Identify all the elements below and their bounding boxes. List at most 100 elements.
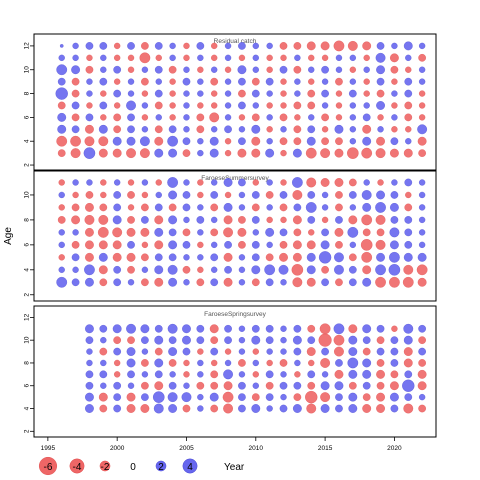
- residual-bubble: [154, 335, 164, 345]
- x-tick-label: 2010: [249, 445, 264, 452]
- residual-bubble: [183, 179, 190, 186]
- residual-bubble: [391, 114, 398, 121]
- residual-bubble: [99, 404, 108, 413]
- residual-bubble: [417, 369, 427, 379]
- x-tick-label: 1995: [41, 445, 56, 452]
- residual-bubble: [334, 178, 344, 187]
- residual-bubble: [307, 370, 316, 379]
- residual-bubble: [183, 66, 190, 73]
- residual-bubble: [334, 252, 344, 263]
- residual-bubble: [266, 66, 273, 73]
- residual-bubble: [85, 113, 94, 122]
- residual-bubble: [85, 240, 94, 250]
- residual-bubble: [265, 370, 274, 379]
- residual-bubble: [251, 124, 261, 134]
- residual-bubble: [334, 346, 344, 357]
- residual-bubble: [376, 65, 385, 75]
- residual-bubble: [100, 359, 107, 367]
- bubbles-faroese-spring-survey: [85, 323, 427, 414]
- residual-bubble: [155, 54, 162, 61]
- residual-bubble: [141, 179, 149, 186]
- residual-bubble: [252, 229, 259, 236]
- residual-bubble: [85, 277, 94, 287]
- residual-bubble: [266, 54, 273, 61]
- residual-bubble: [306, 347, 316, 356]
- residual-bubble: [321, 78, 329, 85]
- y-tick-label: 12: [24, 42, 31, 50]
- y-tick-label: 2: [24, 429, 31, 433]
- residual-bubble: [391, 126, 398, 133]
- residual-bubble: [100, 54, 107, 61]
- residual-bubble: [320, 148, 330, 159]
- residual-bubble: [265, 393, 274, 401]
- residual-bubble: [127, 382, 135, 389]
- residual-bubble: [126, 358, 136, 368]
- residual-bubble: [168, 125, 177, 134]
- residual-bubble: [182, 77, 191, 86]
- residual-bubble: [58, 179, 65, 186]
- residual-bubble: [141, 266, 149, 273]
- residual-bubble: [377, 114, 384, 121]
- y-tick-label: 6: [24, 384, 31, 388]
- residual-bubble: [112, 148, 122, 158]
- residual-bubble: [211, 42, 218, 50]
- residual-bubble: [280, 216, 287, 224]
- residual-bubble: [140, 136, 150, 147]
- residual-bubble: [377, 126, 384, 133]
- residual-bubble: [362, 347, 371, 356]
- residual-bubble: [279, 137, 288, 146]
- residual-bubble: [349, 126, 356, 133]
- residual-bubble: [293, 324, 302, 333]
- residual-bubble: [389, 276, 400, 288]
- residual-bubble: [71, 125, 80, 134]
- residual-bubble: [197, 138, 204, 145]
- residual-bubble: [391, 90, 398, 97]
- residual-bubble: [168, 65, 177, 74]
- panel-title-faroese-spring-survey: FaroeseSpringsurvey: [204, 311, 267, 318]
- residual-bubble: [375, 148, 386, 159]
- residual-bubble: [97, 227, 109, 238]
- residual-bubble: [224, 348, 232, 355]
- residual-bubble: [293, 42, 302, 50]
- residual-bubble: [238, 325, 246, 332]
- residual-bubble: [390, 148, 399, 158]
- residual-bubble: [320, 240, 330, 250]
- residual-bubble: [280, 348, 287, 355]
- x-tick-label: 2020: [387, 445, 402, 452]
- residual-bubble: [238, 89, 246, 98]
- residual-bubble: [224, 66, 232, 73]
- residual-bubble: [404, 228, 413, 237]
- residual-bubble: [418, 241, 426, 249]
- residual-bubble: [154, 65, 163, 74]
- residual-bubble: [306, 177, 317, 188]
- residual-bubble: [361, 147, 373, 159]
- residual-bubble: [292, 215, 302, 225]
- residual-bubble: [292, 252, 302, 262]
- residual-bubble: [100, 382, 107, 389]
- residual-bubble: [334, 227, 344, 237]
- residual-bubble: [388, 264, 401, 276]
- legend-bubble: [155, 460, 167, 472]
- residual-bubble: [197, 191, 204, 199]
- residual-bubble: [58, 229, 65, 236]
- residual-bubble: [251, 253, 260, 262]
- residual-bubble: [279, 252, 288, 262]
- residual-bubble: [155, 179, 162, 186]
- residual-bubble: [141, 203, 149, 212]
- residual-bubble: [362, 393, 371, 401]
- residual-bubble: [292, 277, 303, 288]
- residual-bubble: [375, 215, 386, 225]
- residual-bubble: [319, 323, 331, 335]
- residual-bubble: [265, 77, 274, 86]
- residual-bubble: [279, 381, 288, 390]
- y-tick-label: 6: [24, 115, 31, 119]
- residual-bubble: [168, 347, 178, 356]
- residual-bubble: [57, 216, 66, 224]
- residual-bubble: [251, 393, 260, 401]
- residual-bubble: [99, 347, 108, 356]
- residual-bubble: [169, 54, 176, 61]
- residual-bubble: [237, 148, 247, 158]
- residual-bubble: [100, 114, 107, 121]
- residual-bubble: [56, 135, 68, 147]
- residual-bubble: [100, 179, 107, 186]
